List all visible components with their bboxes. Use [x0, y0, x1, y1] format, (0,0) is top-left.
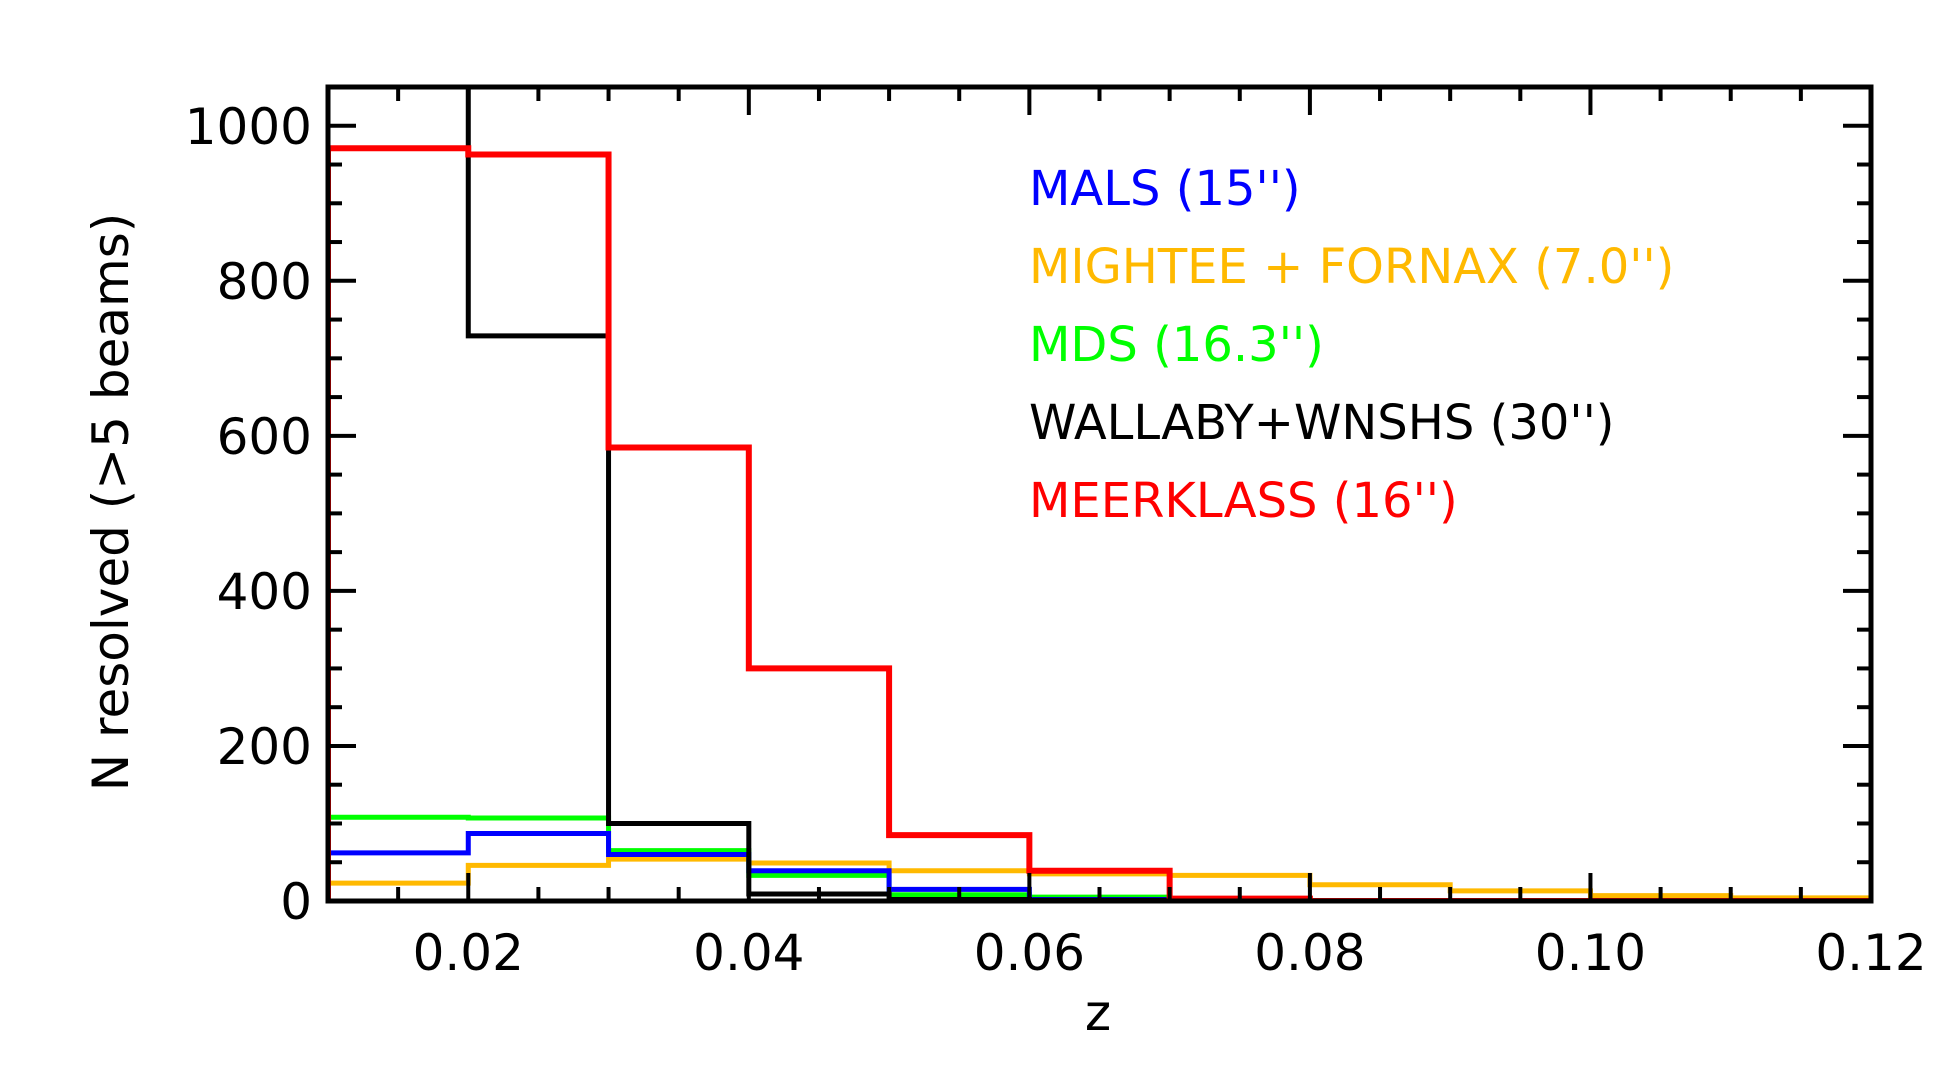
legend-entry-0: MALS (15'')	[1029, 161, 1301, 217]
y-axis-title: N resolved (>5 beams)	[82, 213, 140, 792]
tick-labels: 0.02 0.04 0.06 0.08 0.10 0.12 0 200 400 600 800 100…	[185, 98, 1927, 982]
y-tick-label: 400	[217, 563, 312, 621]
legend-entry-1: MIGHTEE + FORNAX (7.0'')	[1029, 239, 1674, 295]
series-4-histogram	[328, 145, 1871, 901]
legend-entry-2: MDS (16.3'')	[1029, 317, 1324, 373]
x-tick-label: 0.06	[974, 924, 1085, 982]
x-axis-title: z	[1085, 984, 1111, 1042]
axes	[325, 84, 1874, 904]
y-tick-label: 200	[217, 718, 312, 776]
legend-entry-3: WALLABY+WNSHS (30'')	[1029, 395, 1615, 451]
y-tick-label: 0	[280, 873, 312, 931]
legend-entry-4: MEERKLASS (16'')	[1029, 473, 1458, 529]
y-tick-label: 800	[217, 253, 312, 311]
y-tick-label: 600	[217, 408, 312, 466]
x-tick-label: 0.02	[413, 924, 524, 982]
x-tick-label: 0.12	[1815, 924, 1926, 982]
x-tick-label: 0.10	[1535, 924, 1646, 982]
x-tick-label: 0.08	[1254, 924, 1365, 982]
legend: MALS (15'') MIGHTEE + FORNAX (7.0'') MDS (…	[1029, 161, 1674, 529]
x-tick-label: 0.04	[693, 924, 804, 982]
y-tick-label: 1000	[185, 98, 312, 156]
